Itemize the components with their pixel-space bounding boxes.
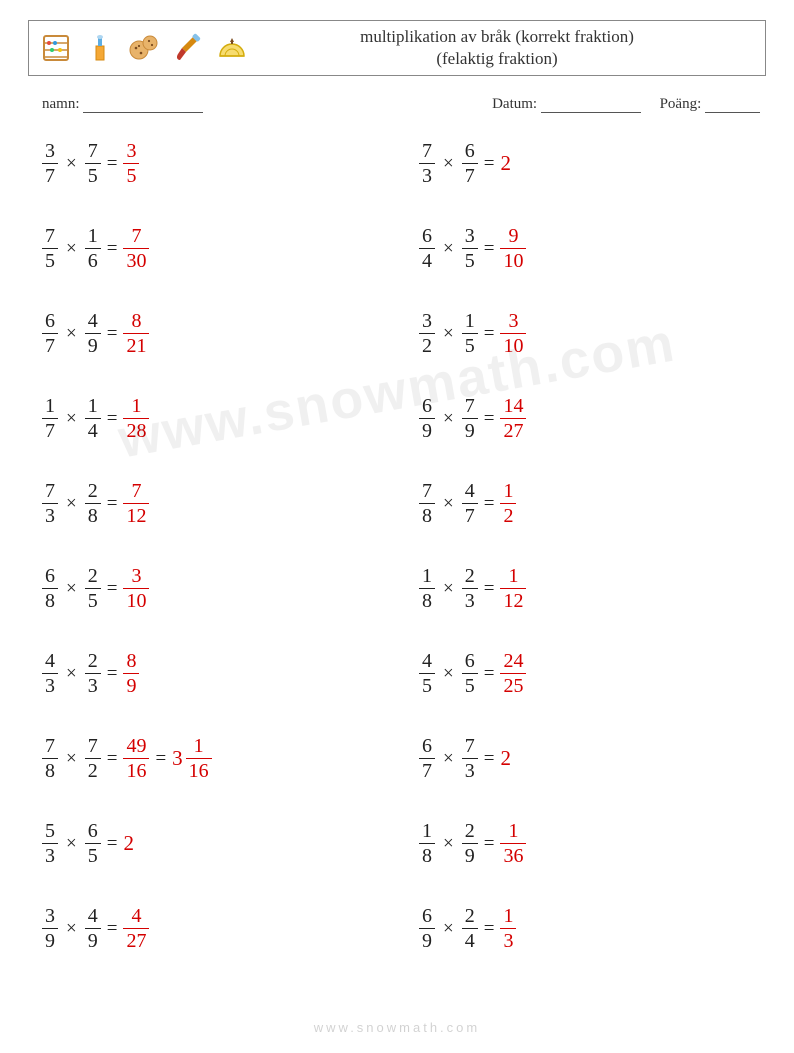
problem: 68×25=310 bbox=[42, 566, 389, 611]
glue-icon bbox=[83, 31, 117, 65]
problem: 32×15=310 bbox=[419, 311, 766, 356]
score-label: Poäng: bbox=[660, 96, 702, 112]
problem: 17×14=128 bbox=[42, 396, 389, 441]
protractor-icon bbox=[215, 31, 249, 65]
paintbrush-icon bbox=[171, 31, 205, 65]
name-label: namn: bbox=[42, 96, 80, 112]
footer-url: www.snowmath.com bbox=[0, 1020, 794, 1035]
problem-column-1: 37×75=35 75×16=730 67×49=821 17×14=128 73×28… bbox=[42, 141, 389, 951]
problem: 78×72=4916=3116 bbox=[42, 736, 389, 781]
problem: 69×24=13 bbox=[419, 906, 766, 951]
problem: 45×65=2425 bbox=[419, 651, 766, 696]
problem: 18×29=136 bbox=[419, 821, 766, 866]
problem: 69×79=1427 bbox=[419, 396, 766, 441]
cookie-icon bbox=[127, 31, 161, 65]
date-blank bbox=[541, 98, 641, 113]
problem-column-2: 73×67=2 64×35=910 32×15=310 69×79=1427 78×47… bbox=[419, 141, 766, 951]
problem: 78×47=12 bbox=[419, 481, 766, 526]
problem: 73×67=2 bbox=[419, 141, 766, 186]
problems-grid: 37×75=35 75×16=730 67×49=821 17×14=128 73×28… bbox=[28, 141, 766, 951]
header-icons bbox=[39, 31, 249, 65]
title-line-1: multiplikation av bråk (korrekt fraktion… bbox=[249, 26, 745, 48]
problem: 37×75=35 bbox=[42, 141, 389, 186]
date-label: Datum: bbox=[492, 96, 537, 112]
info-row: namn: Datum: Poäng: bbox=[42, 96, 760, 113]
name-blank bbox=[83, 98, 203, 113]
score-blank bbox=[705, 98, 760, 113]
title-line-2: (felaktig fraktion) bbox=[249, 48, 745, 70]
problem: 64×35=910 bbox=[419, 226, 766, 271]
problem: 43×23=89 bbox=[42, 651, 389, 696]
worksheet-title: multiplikation av bråk (korrekt fraktion… bbox=[249, 26, 755, 70]
header-box: multiplikation av bråk (korrekt fraktion… bbox=[28, 20, 766, 76]
problem: 53×65=2 bbox=[42, 821, 389, 866]
problem: 73×28=712 bbox=[42, 481, 389, 526]
problem: 67×73=2 bbox=[419, 736, 766, 781]
problem: 18×23=112 bbox=[419, 566, 766, 611]
problem: 39×49=427 bbox=[42, 906, 389, 951]
problem: 75×16=730 bbox=[42, 226, 389, 271]
abacus-icon bbox=[39, 31, 73, 65]
problem: 67×49=821 bbox=[42, 311, 389, 356]
